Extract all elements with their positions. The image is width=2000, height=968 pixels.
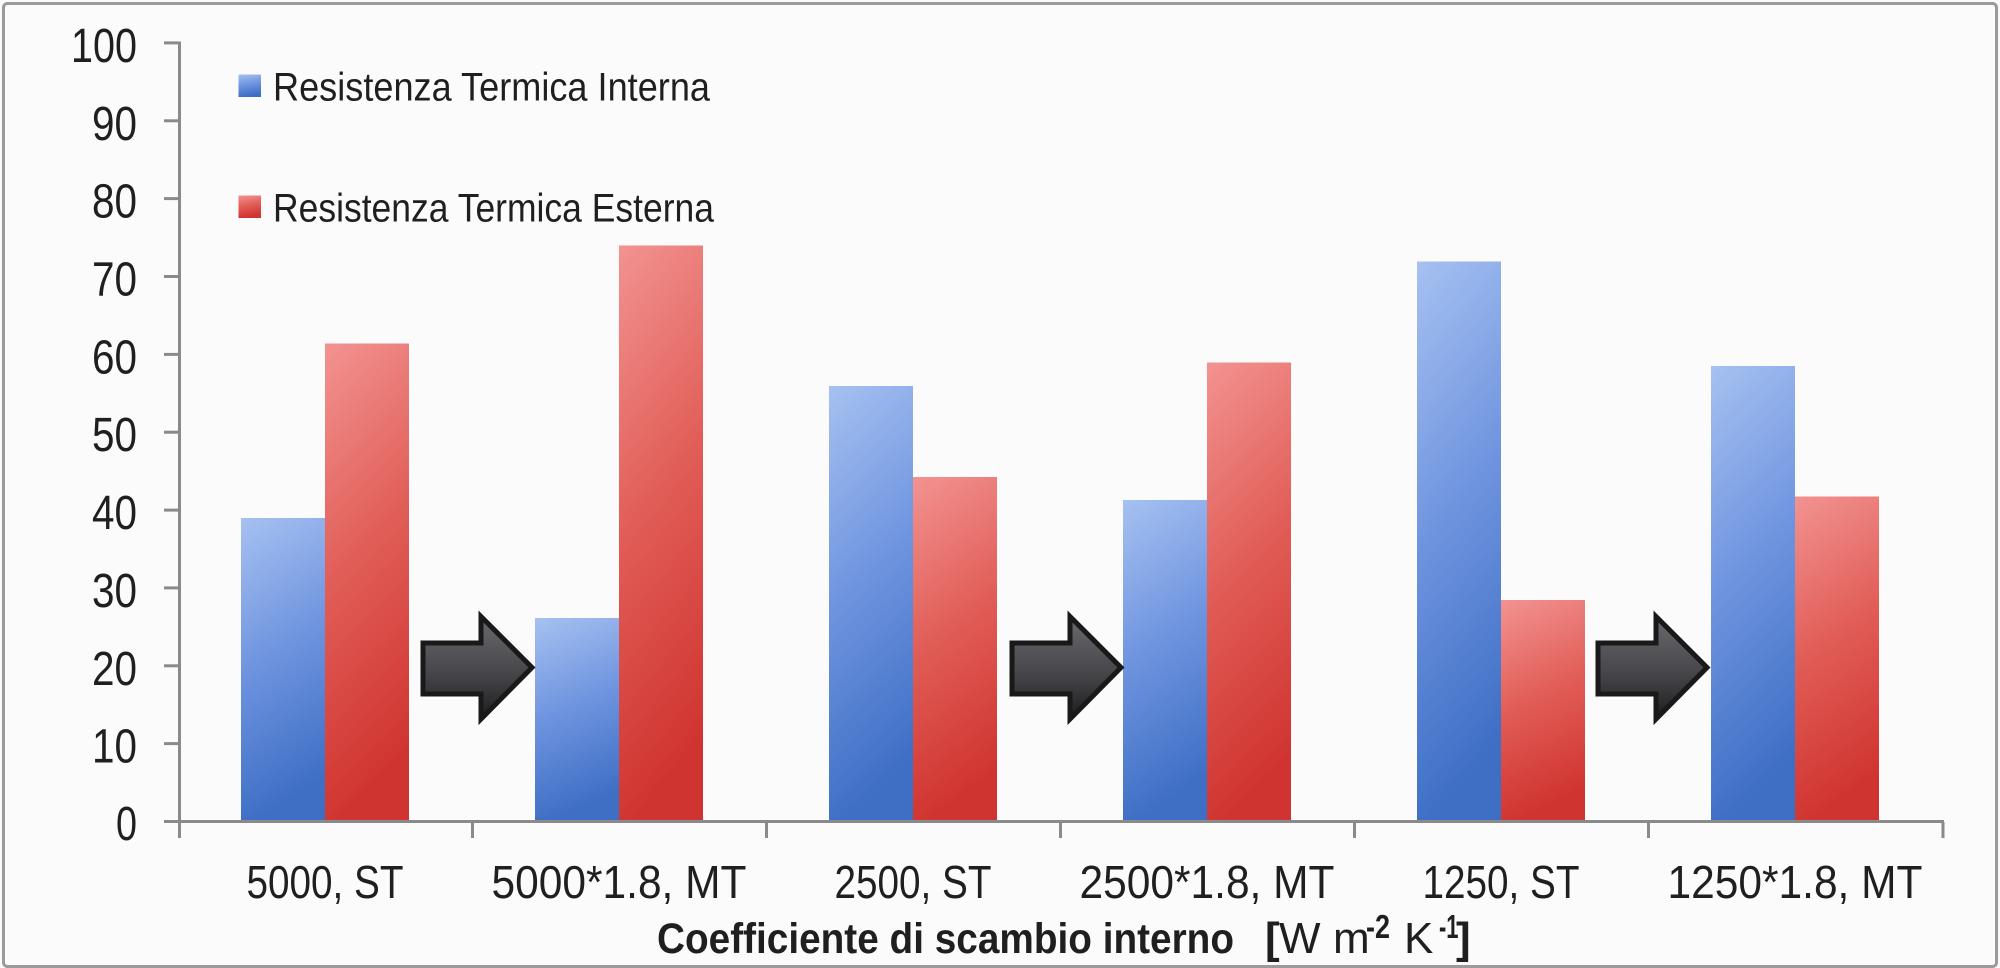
svg-text:80: 80 bbox=[92, 176, 137, 229]
svg-text:30: 30 bbox=[92, 565, 137, 618]
svg-text:[Wm-2K-1]: [W m-2 K -1] bbox=[1265, 908, 1471, 963]
svg-text:70: 70 bbox=[92, 254, 137, 307]
svg-text:1250, ST: 1250, ST bbox=[1423, 856, 1580, 908]
svg-text:10: 10 bbox=[92, 721, 137, 774]
svg-text:20: 20 bbox=[92, 643, 137, 696]
svg-text:50: 50 bbox=[92, 409, 137, 462]
svg-text:Coefficiente di scambio intern: Coefficiente di scambio interno bbox=[657, 915, 1234, 963]
svg-text:0: 0 bbox=[116, 798, 137, 851]
svg-text:5000, ST: 5000, ST bbox=[247, 856, 404, 908]
svg-text:90: 90 bbox=[92, 98, 137, 151]
svg-text:5000*1.8, MT: 5000*1.8, MT bbox=[492, 856, 747, 908]
svg-text:Resistenza Termica Interna: Resistenza Termica Interna bbox=[273, 66, 711, 110]
svg-text:2500, ST: 2500, ST bbox=[835, 856, 992, 908]
svg-text:Resistenza Termica Esterna: Resistenza Termica Esterna bbox=[273, 187, 715, 231]
svg-text:40: 40 bbox=[92, 487, 137, 540]
svg-text:1250*1.8, MT: 1250*1.8, MT bbox=[1668, 856, 1923, 908]
svg-text:100: 100 bbox=[71, 20, 137, 73]
svg-text:2500*1.8, MT: 2500*1.8, MT bbox=[1080, 856, 1335, 908]
svg-text:60: 60 bbox=[92, 331, 137, 384]
